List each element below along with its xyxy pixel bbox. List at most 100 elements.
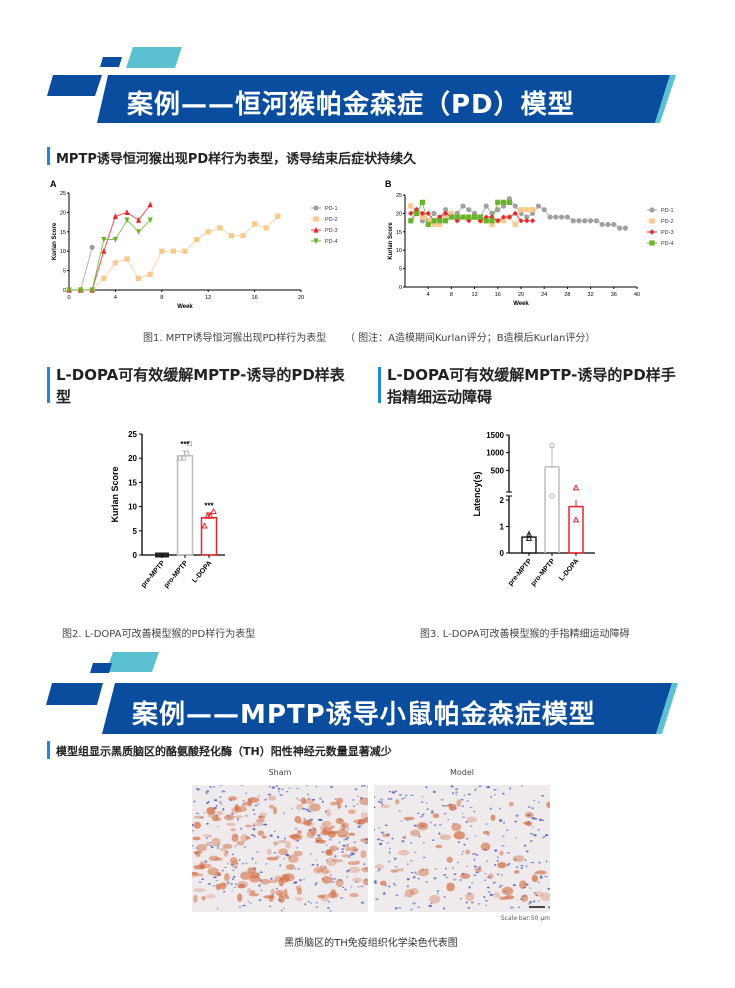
nucleus: [422, 856, 426, 859]
y-tick-label: 5: [133, 527, 138, 536]
th-positive-neuron: [326, 857, 337, 866]
nucleus: [226, 851, 229, 853]
nucleus: [533, 834, 537, 837]
nucleus: [325, 844, 328, 846]
data-point: [252, 221, 258, 227]
nucleus: [349, 854, 352, 857]
data-point: [178, 455, 183, 461]
legend-label: PD-2: [661, 219, 674, 225]
nucleus: [374, 882, 378, 884]
nucleus: [512, 884, 516, 887]
legend-label: PD-4: [661, 241, 674, 247]
sham-micrograph: [192, 785, 368, 912]
nucleus: [232, 875, 236, 878]
nucleus: [353, 841, 357, 844]
y-tick-label: 0: [399, 285, 402, 291]
nucleus: [245, 792, 248, 795]
th-positive-neuron: [199, 861, 205, 870]
th-positive-neuron: [512, 855, 525, 863]
th-positive-neuron: [288, 834, 301, 839]
th-positive-neuron: [219, 882, 227, 890]
x-tick-label: 16: [495, 292, 501, 298]
nucleus: [240, 827, 243, 830]
nucleus: [471, 881, 473, 885]
nucleus: [401, 840, 405, 843]
nucleus: [463, 843, 466, 846]
nucleus: [226, 881, 230, 884]
th-positive-neuron: [446, 856, 453, 863]
th-positive-neuron: [240, 871, 252, 880]
th-positive-neuron: [409, 888, 419, 895]
nucleus: [423, 813, 425, 815]
nucleus: [222, 808, 225, 811]
nucleus: [321, 850, 325, 853]
nucleus: [465, 901, 468, 904]
nucleus: [514, 837, 518, 839]
nucleus: [324, 810, 327, 813]
nucleus: [296, 846, 299, 849]
y-tick-label: 20: [396, 211, 402, 217]
nucleus: [412, 876, 416, 879]
th-positive-neuron: [348, 846, 359, 852]
nucleus: [351, 798, 355, 801]
nucleus: [317, 834, 321, 837]
nucleus: [276, 842, 279, 845]
nucleus: [208, 841, 212, 844]
th-positive-neuron: [520, 894, 529, 902]
nucleus: [515, 866, 519, 868]
nucleus: [307, 793, 309, 796]
nucleus: [443, 907, 446, 910]
nucleus: [257, 795, 261, 798]
nucleus: [363, 785, 366, 787]
nucleus: [402, 837, 407, 839]
data-point: [443, 214, 449, 220]
nucleus: [312, 828, 317, 831]
th-positive-neuron: [321, 820, 332, 827]
th-positive-neuron: [347, 809, 356, 815]
th-positive-neuron: [390, 869, 399, 873]
nucleus: [477, 868, 480, 871]
th-positive-neuron: [263, 895, 275, 899]
nucleus: [467, 892, 472, 895]
nucleus: [317, 818, 322, 821]
nucleus: [192, 829, 195, 832]
nucleus: [493, 789, 497, 791]
nucleus: [459, 879, 462, 881]
data-point: [489, 218, 495, 224]
banner-edge: [656, 683, 678, 734]
nucleus: [271, 786, 275, 789]
nucleus: [514, 820, 518, 823]
series-line-pd-1: [69, 247, 93, 291]
th-positive-neuron: [451, 823, 462, 832]
data-point: [205, 229, 211, 235]
nucleus: [207, 883, 212, 885]
data-point: [207, 512, 214, 519]
th-positive-neuron: [206, 807, 215, 814]
nucleus: [341, 851, 344, 853]
nucleus: [394, 790, 398, 793]
nucleus: [284, 837, 286, 840]
banner-accent-left: [46, 683, 103, 705]
nucleus: [541, 794, 544, 797]
nucleus: [499, 807, 501, 810]
scale-bar-label: Scale bar:50 μm: [500, 915, 550, 922]
th-positive-neuron: [497, 861, 507, 869]
nucleus: [492, 881, 496, 884]
nucleus: [473, 858, 476, 861]
y-axis-label: Latency(s): [472, 471, 482, 516]
nucleus: [425, 881, 428, 883]
th-positive-neuron: [213, 817, 222, 822]
nucleus: [380, 839, 384, 842]
data-point: [541, 207, 547, 213]
th-positive-neuron: [207, 812, 219, 819]
data-point: [454, 214, 460, 220]
nucleus: [206, 790, 210, 793]
th-positive-neuron: [291, 833, 303, 841]
nucleus: [269, 905, 272, 908]
data-point: [431, 218, 437, 224]
data-point: [164, 552, 169, 558]
th-positive-neuron: [280, 874, 290, 883]
nucleus: [339, 879, 343, 882]
nucleus: [520, 867, 523, 870]
th-positive-neuron: [208, 855, 220, 862]
